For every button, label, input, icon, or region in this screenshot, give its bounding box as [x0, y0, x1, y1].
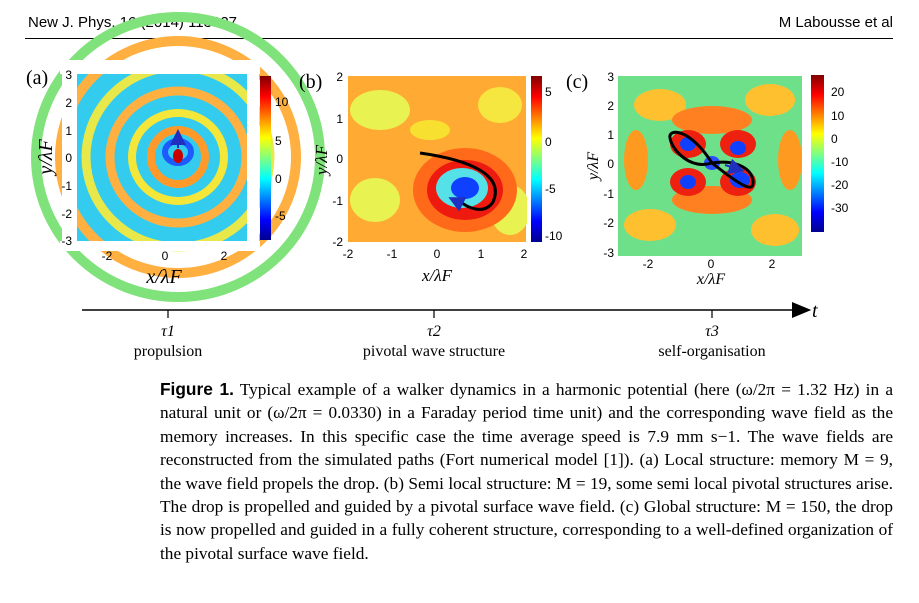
- panel-b-ytick: -2: [332, 235, 343, 249]
- panel-a-xtick: 0: [162, 249, 169, 263]
- panel-c-tag: (c): [566, 71, 588, 93]
- panel-a-ytick: -3: [61, 234, 72, 248]
- panel-a-cbar-tick: -5: [275, 209, 286, 223]
- panel-b-xlabel: x/λF: [421, 266, 453, 285]
- panel-c-ylabel: y/λF: [585, 152, 602, 182]
- caption-text: Typical example of a walker dynamics in …: [160, 380, 893, 563]
- panel-c: (c) 20 10 0: [566, 70, 849, 288]
- panel-a-cbar-tick: 5: [275, 134, 282, 148]
- panel-c-cbar-tick: -20: [831, 178, 849, 192]
- panel-b-xtick: -1: [387, 247, 398, 261]
- panel-b-cbar-tick: -5: [545, 182, 556, 196]
- figure-caption: Figure 1. Typical example of a walker dy…: [160, 378, 893, 565]
- panel-b-pattern: [350, 87, 530, 235]
- panel-c-cbar-tick: 0: [831, 132, 838, 146]
- panel-a-tag: (a): [26, 67, 48, 89]
- panel-c-ytick: 0: [607, 157, 614, 171]
- stage-label: self-organisation: [658, 343, 765, 360]
- panel-b-xtick: 2: [521, 247, 528, 261]
- panel-a-ytick: 0: [65, 151, 72, 165]
- panel-a-xtick: -2: [102, 249, 113, 263]
- figure-1: (a) 10 5 0 -5 3 2 1 0: [26, 12, 849, 360]
- panel-a-cbar-tick: 10: [275, 95, 289, 109]
- panel-b-xtick: 1: [478, 247, 485, 261]
- panel-a-xtick: 2: [221, 249, 228, 263]
- panel-b-ylabel: y/λF: [312, 144, 331, 177]
- panel-a-ytick: 2: [65, 96, 72, 110]
- panel-b-colorbar: [531, 76, 542, 242]
- panel-a: (a) 10 5 0 -5 3 2 1 0: [26, 12, 325, 302]
- panel-c-xlabel: x/λF: [696, 271, 725, 288]
- panel-a-cbar-tick: 0: [275, 172, 282, 186]
- panel-c-ytick: -2: [603, 216, 614, 230]
- stage-label: pivotal wave structure: [363, 343, 505, 360]
- panel-c-xtick: -2: [643, 257, 654, 271]
- time-axis-label: t: [812, 300, 818, 322]
- panel-b-ytick: 1: [336, 112, 343, 126]
- panel-b: (b) 5 0 -5 -10 2 1 0 -1 -2: [299, 70, 563, 285]
- stage-symbol: τ3: [705, 323, 719, 340]
- panel-c-cbar-tick: -10: [831, 155, 849, 169]
- panel-a-ytick: -1: [61, 179, 72, 193]
- stage-symbol: τ2: [427, 323, 441, 340]
- panel-b-tag: (b): [299, 71, 322, 93]
- panel-c-colorbar: [811, 75, 824, 232]
- panel-b-xtick: -2: [343, 247, 354, 261]
- panel-c-pattern: [624, 84, 802, 246]
- panel-c-cbar-tick: -30: [831, 201, 849, 215]
- panel-a-ytick: 1: [65, 124, 72, 138]
- panel-c-xtick: 2: [769, 257, 776, 271]
- panel-a-ytick: -2: [61, 207, 72, 221]
- panel-b-ytick: 0: [336, 152, 343, 166]
- panel-a-ylabel: y/λF: [35, 139, 57, 177]
- timeline: t τ1 τ2 τ3 propulsion pivotal wave struc…: [82, 300, 818, 360]
- panel-c-cbar-tick: 10: [831, 109, 845, 123]
- panel-c-ytick: -1: [603, 187, 614, 201]
- panel-c-ytick: 1: [607, 128, 614, 142]
- panel-a-colorbar: [260, 76, 271, 240]
- panel-b-ytick: -1: [332, 194, 343, 208]
- panel-b-cbar-tick: -10: [545, 229, 563, 243]
- stage-label: propulsion: [134, 343, 202, 360]
- panel-b-xtick: 0: [434, 247, 441, 261]
- header-rule: [25, 38, 893, 39]
- panel-b-cbar-tick: 0: [545, 135, 552, 149]
- panel-c-ytick: -3: [603, 246, 614, 260]
- panel-c-ytick: 2: [607, 99, 614, 113]
- panel-c-xtick: 0: [708, 257, 715, 271]
- panel-c-cbar-tick: 20: [831, 85, 845, 99]
- panel-c-ytick: 3: [607, 70, 614, 84]
- panel-a-xlabel: x/λF: [145, 266, 182, 288]
- panel-b-cbar-tick: 5: [545, 85, 552, 99]
- caption-label: Figure 1.: [160, 379, 234, 399]
- panel-b-ytick: 2: [336, 70, 343, 84]
- stage-symbol: τ1: [161, 323, 175, 340]
- author-list: M Labousse et al: [778, 14, 893, 31]
- panel-a-ytick: 3: [65, 68, 72, 82]
